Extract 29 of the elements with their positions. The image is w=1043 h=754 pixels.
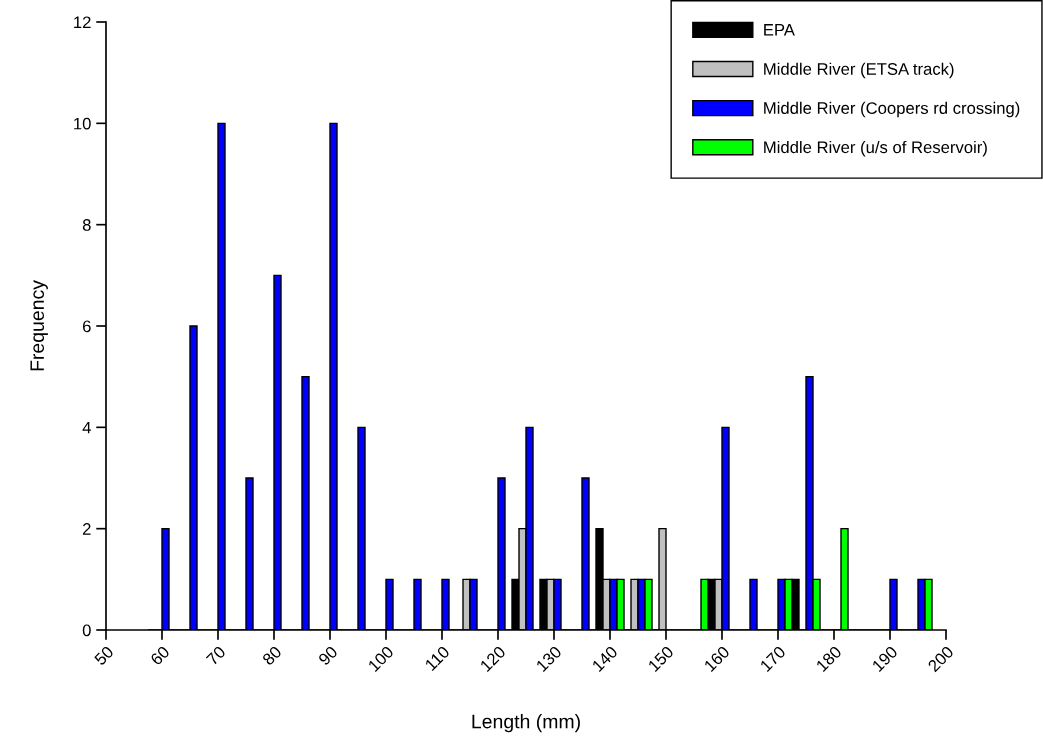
x-tick-label: 200 xyxy=(927,645,955,673)
x-tick-label: 170 xyxy=(759,645,787,672)
x-tick-label: 130 xyxy=(535,645,563,672)
x-tick-label: 50 xyxy=(93,645,115,666)
y-tick-label: 2 xyxy=(82,523,91,535)
x-tick-label: 140 xyxy=(591,645,619,672)
y-tick-label: 6 xyxy=(82,320,91,333)
x-tick-label: 70 xyxy=(205,645,227,666)
x-tick-label: 190 xyxy=(871,645,899,672)
y-tick-label: 10 xyxy=(74,117,91,130)
x-tick-label: 160 xyxy=(703,645,731,672)
y-tick-label: 12 xyxy=(74,16,91,29)
x-tick-label: 120 xyxy=(479,645,507,672)
legend-label: Middle River (Coopers rd crossing) xyxy=(764,101,1020,118)
y-tick-label: 8 xyxy=(82,219,91,231)
y-tick-label: 4 xyxy=(82,421,91,434)
x-tick-label: 150 xyxy=(647,645,675,672)
x-tick-label: 90 xyxy=(317,645,339,666)
legend-label: EPA xyxy=(764,24,795,36)
x-axis-title: Length (mm) xyxy=(472,714,580,733)
y-tick-label: 0 xyxy=(82,624,91,637)
x-tick-label: 110 xyxy=(424,645,451,672)
x-tick-label: 100 xyxy=(367,645,395,672)
legend-label: Middle River (u/s of Reservoir) xyxy=(764,140,987,157)
y-axis-title: Frequency xyxy=(30,280,48,371)
x-tick-label: 180 xyxy=(815,645,843,672)
x-tick-label: 60 xyxy=(149,645,171,666)
x-tick-label: 80 xyxy=(261,645,283,666)
legend-label: Middle River (ETSA track) xyxy=(764,62,954,79)
